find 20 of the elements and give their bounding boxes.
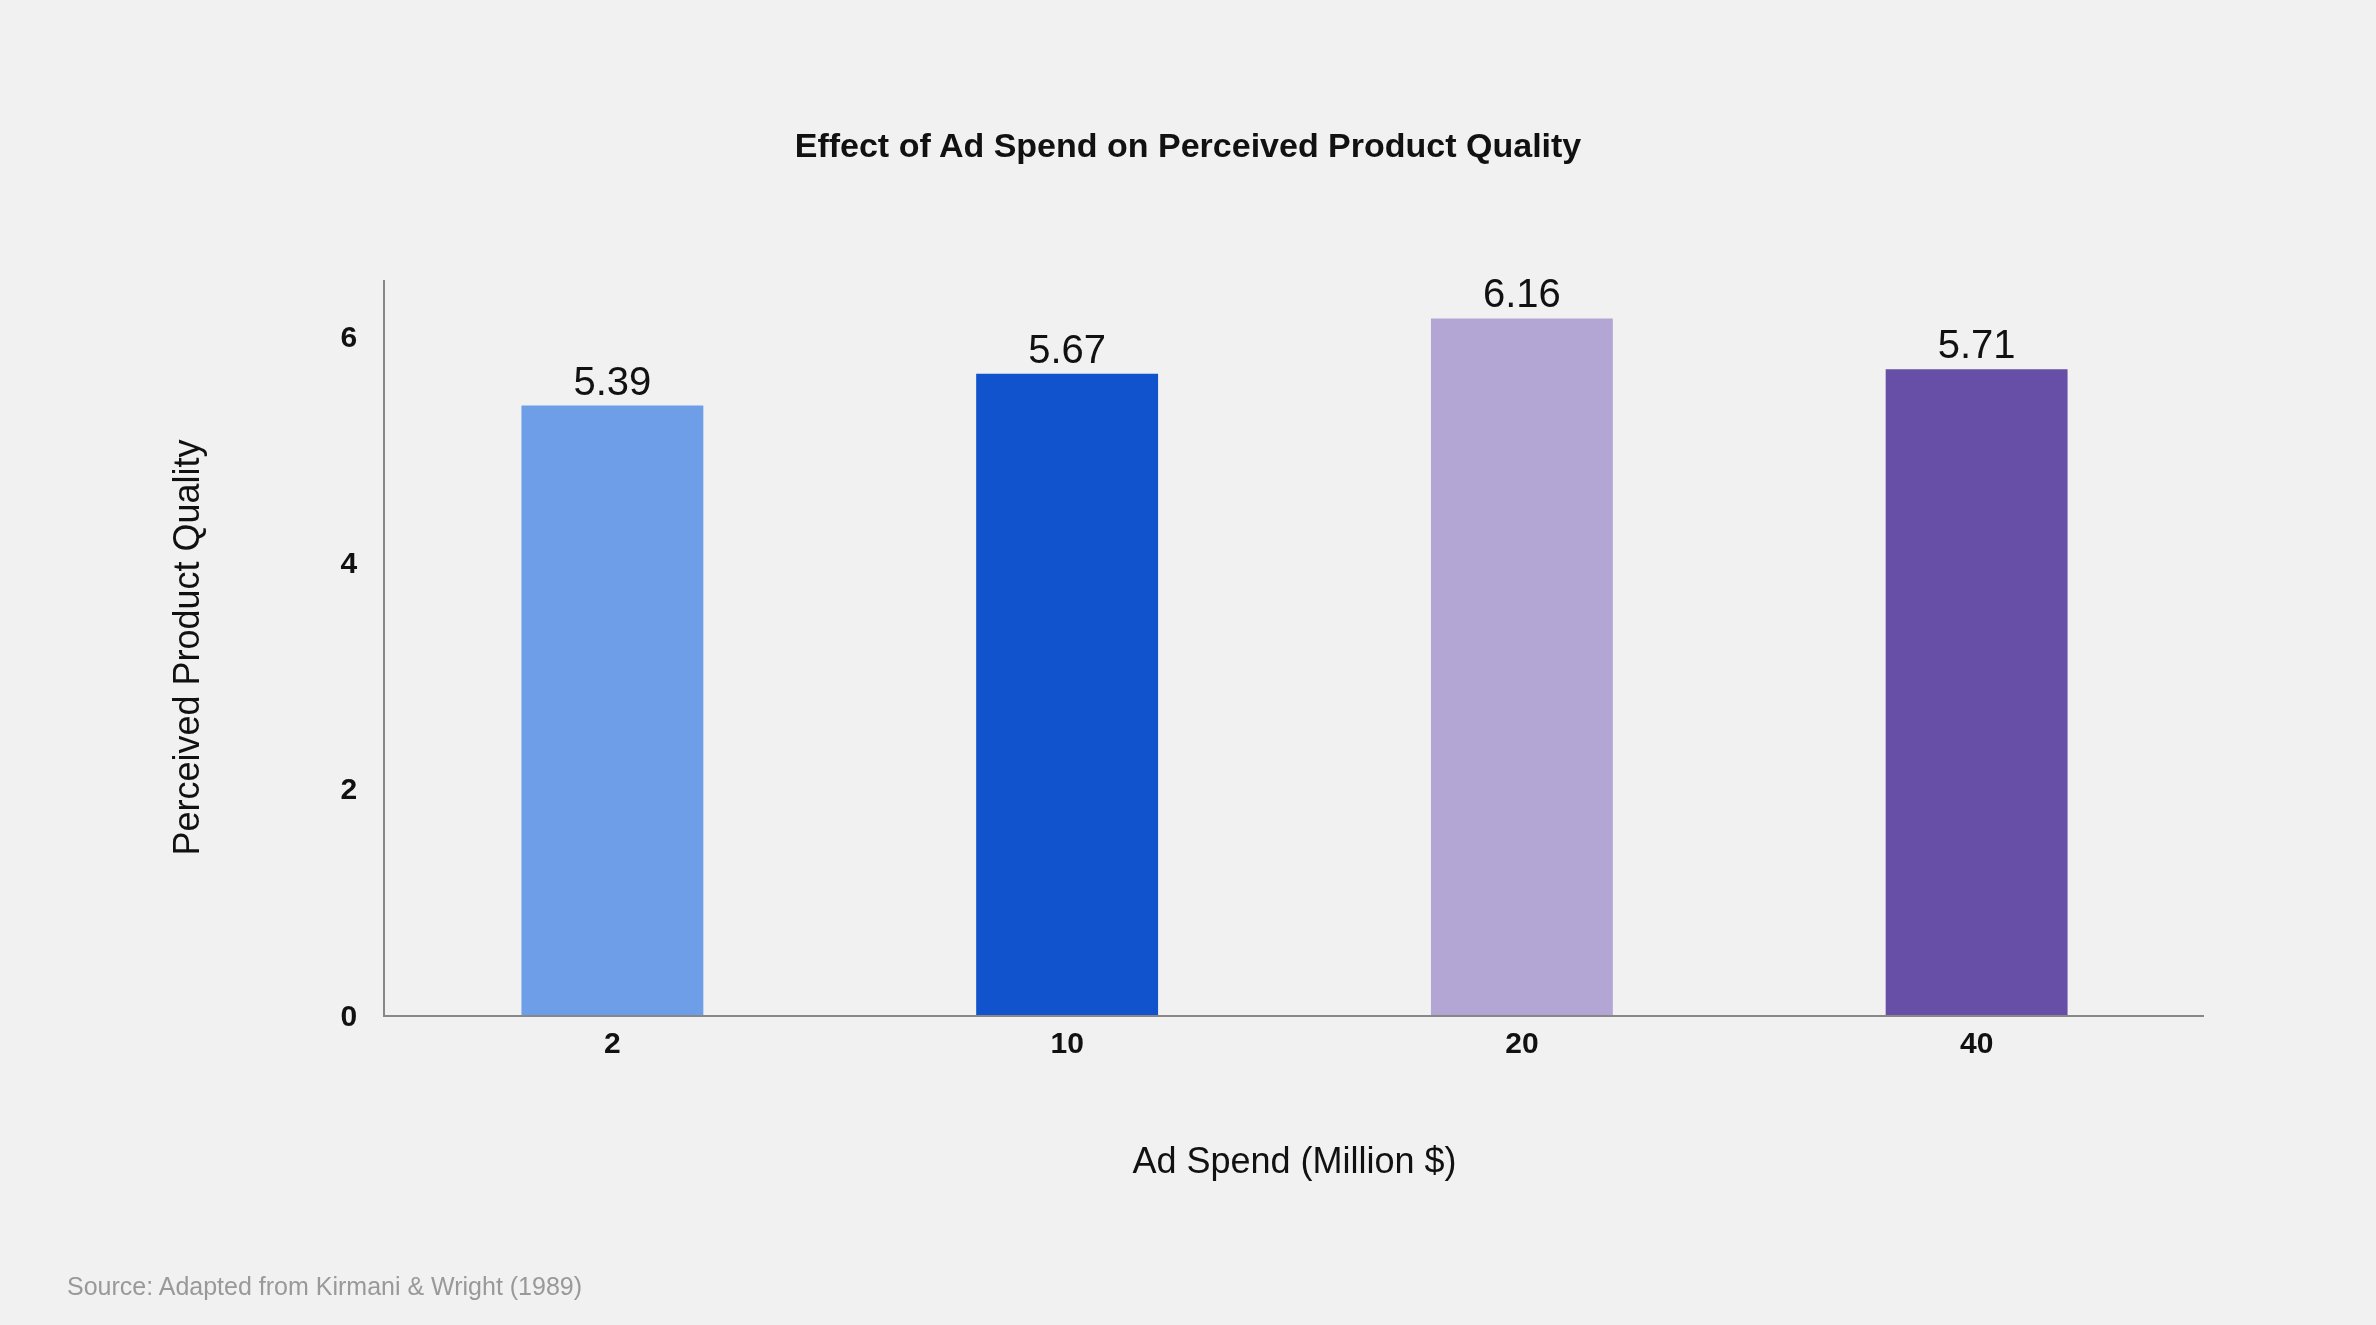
data-label: 6.16 [1482, 271, 1561, 316]
chart-title: Effect of Ad Spend on Perceived Product Quality [794, 125, 1582, 164]
x-axis-title: Ad Spend (Million $) [1132, 1139, 1457, 1181]
data-label: 5.71 [1937, 322, 2016, 367]
data-label: 5.39 [573, 358, 652, 403]
bar [1430, 318, 1613, 1015]
y-tick-label: 0 [340, 998, 358, 1032]
y-tick-label: 2 [340, 772, 358, 806]
y-tick-label: 6 [340, 320, 358, 354]
bar [976, 373, 1159, 1015]
source-note: Source: Adapted from Kirmani & Wright (1989) [67, 1272, 583, 1300]
bar [521, 405, 704, 1015]
x-tick-label: 2 [604, 1025, 621, 1059]
x-tick-label: 20 [1505, 1025, 1539, 1059]
x-tick-label: 40 [1959, 1025, 1994, 1059]
y-tick-label: 4 [340, 546, 358, 580]
bar [1885, 369, 2068, 1015]
x-tick-label: 10 [1050, 1025, 1084, 1059]
y-axis-title: Perceived Product Quality [165, 439, 207, 856]
data-label: 5.67 [1028, 326, 1107, 371]
